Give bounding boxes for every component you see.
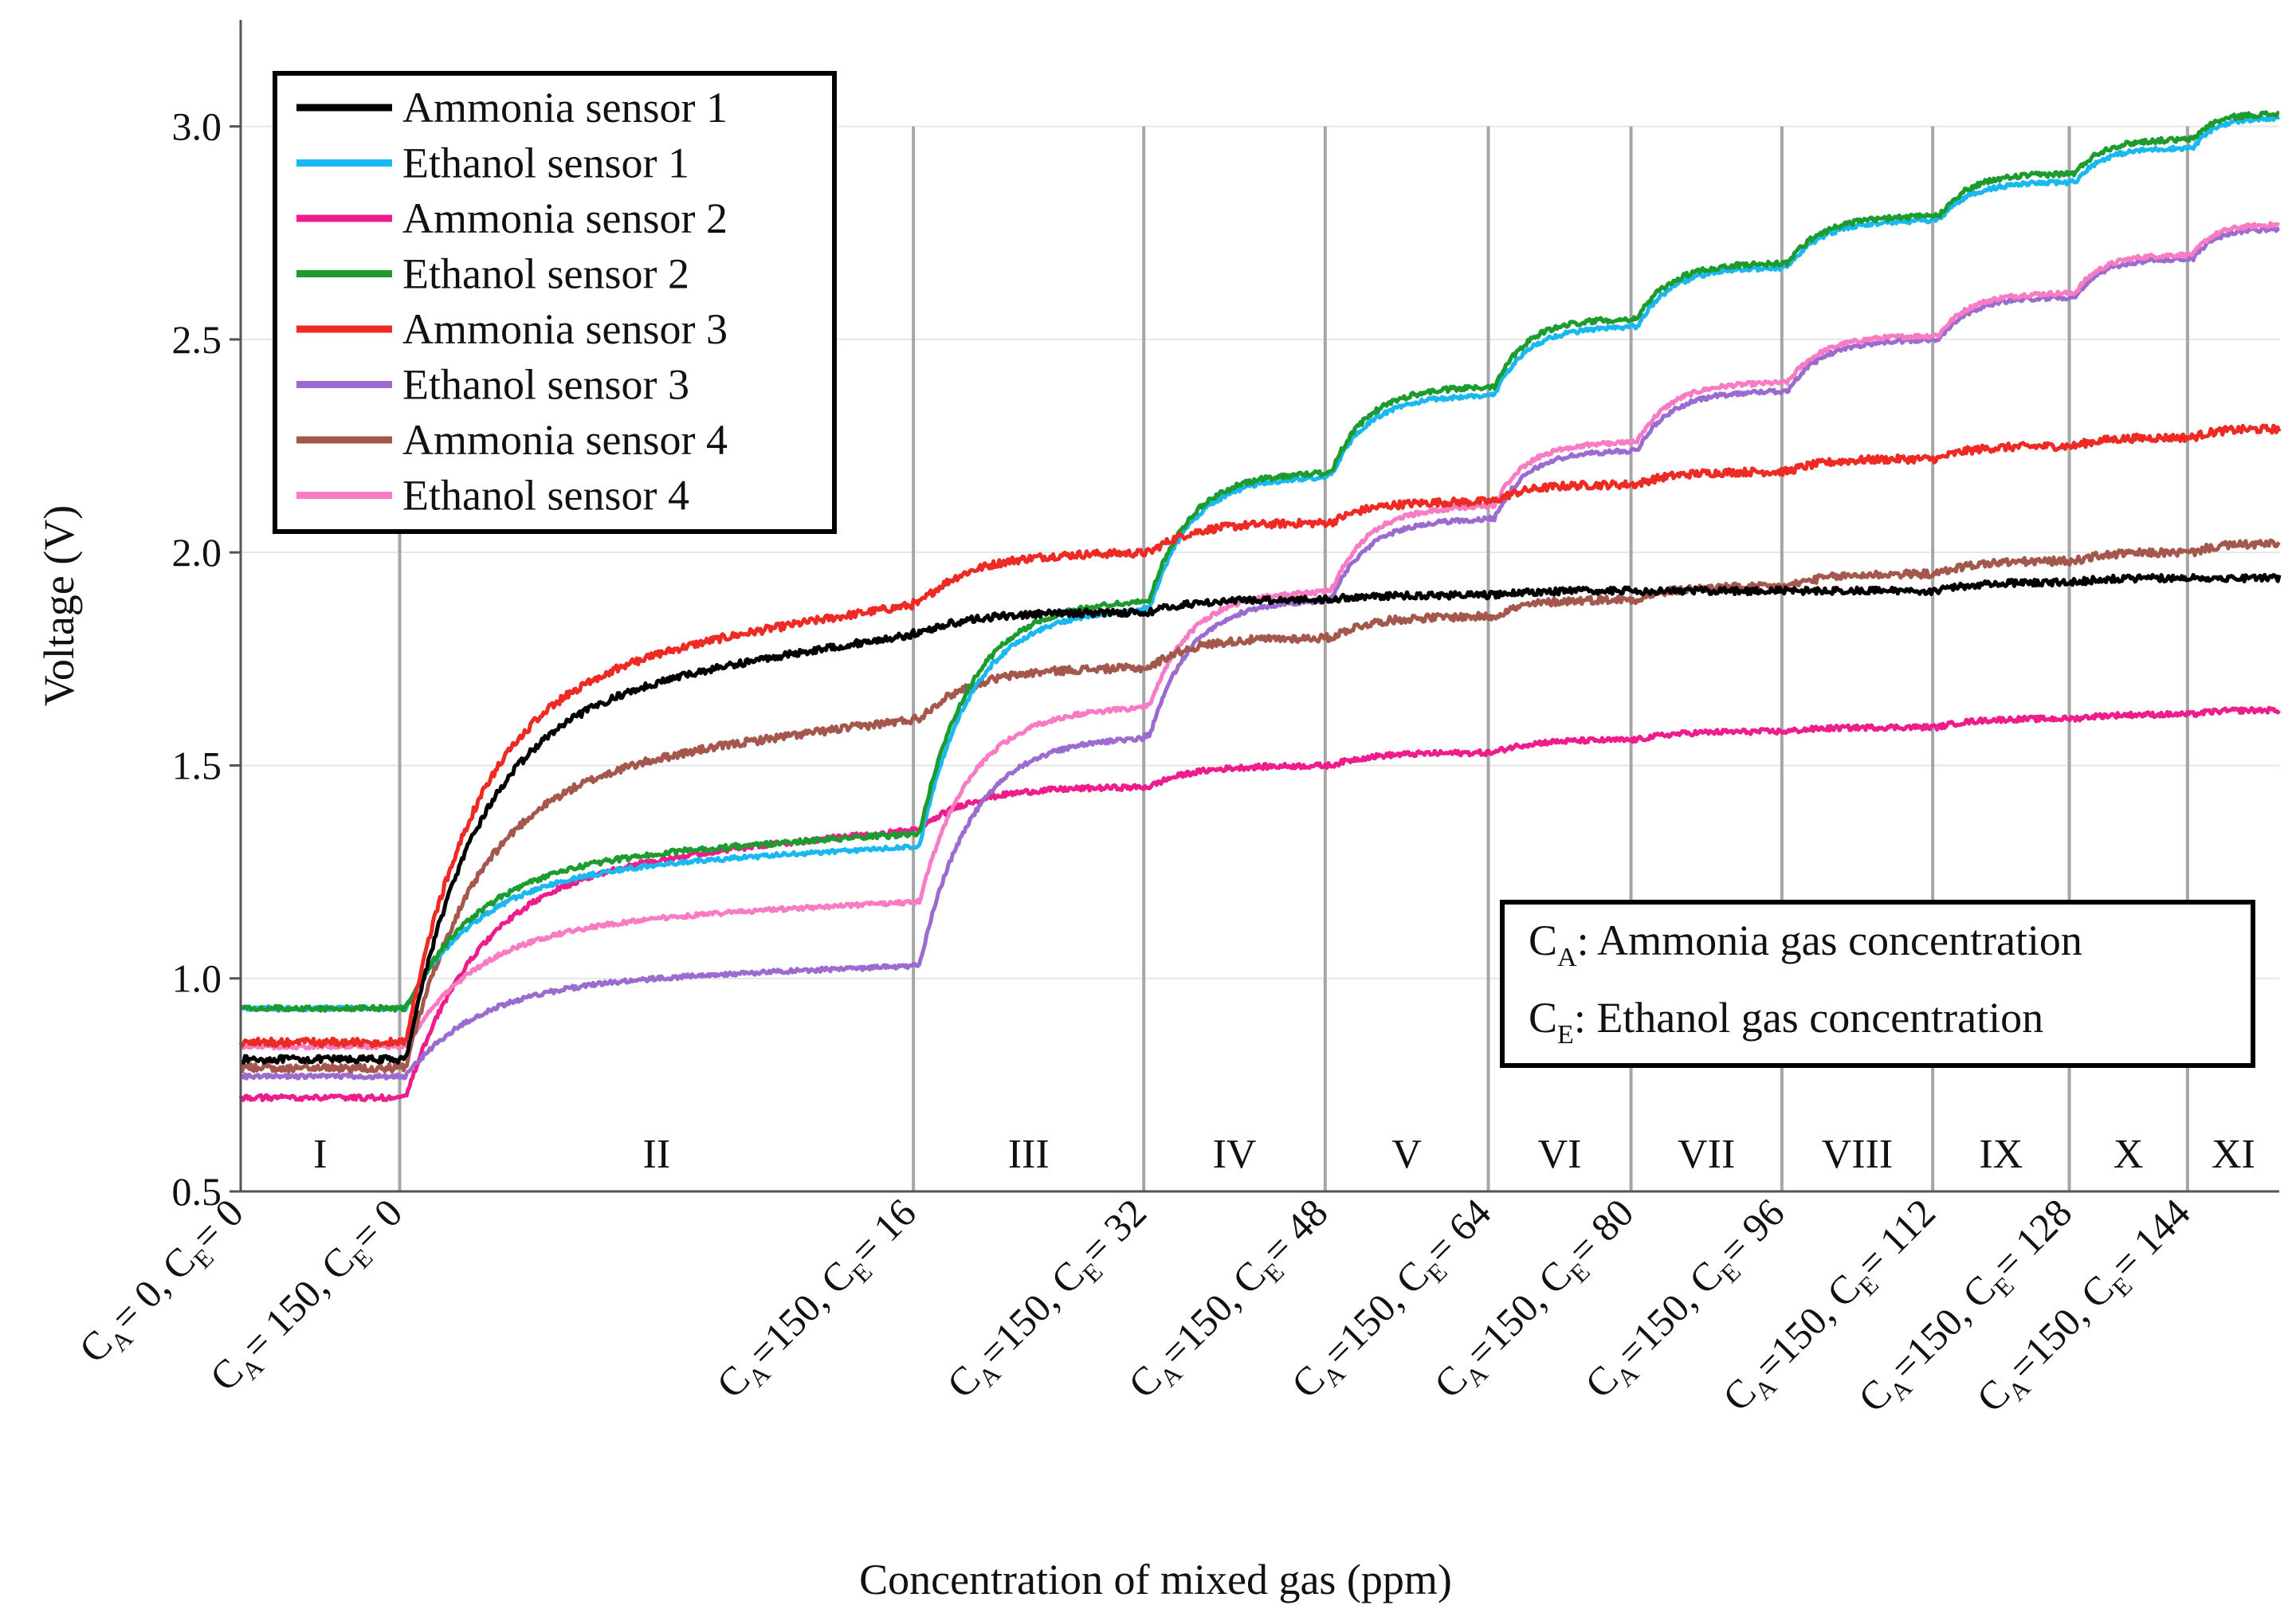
region-label: XI <box>2212 1132 2255 1177</box>
axes <box>239 20 2279 1193</box>
x-axis-title: Concentration of mixed gas (ppm) <box>859 1556 1452 1603</box>
region-label: VI <box>1538 1132 1582 1177</box>
region-label: IX <box>1979 1132 2023 1177</box>
region-label: V <box>1391 1132 1422 1177</box>
series-line-ammonia-sensor-1 <box>240 572 2282 1065</box>
y-tick-label: 1.5 <box>172 743 222 787</box>
legend-label: Ammonia sensor 2 <box>402 194 728 242</box>
region-label: III <box>1008 1132 1050 1177</box>
y-ticks: 0.5 1.0 1.5 2.0 2.5 3.0 <box>172 104 241 1214</box>
legend-label: Ethanol sensor 4 <box>402 472 689 520</box>
series-line-ethanol-sensor-2 <box>240 110 2280 1013</box>
series-line-ethanol-sensor-3 <box>239 226 2281 1081</box>
legend-label: Ammonia sensor 1 <box>402 84 728 131</box>
legend-label: Ammonia sensor 3 <box>402 305 728 353</box>
series-line-ammonia-sensor-4 <box>239 538 2281 1074</box>
legend-label: Ethanol sensor 2 <box>402 250 689 298</box>
legend-label: Ethanol sensor 3 <box>402 361 689 409</box>
note-line-ammonia: CA: Ammonia gas concentration <box>1529 916 2082 972</box>
series-line-ethanol-sensor-4 <box>238 221 2280 1051</box>
concentration-note: CA: Ammonia gas concentration CE: Ethano… <box>1500 900 2255 1068</box>
region-label: VIII <box>1822 1132 1894 1177</box>
note-line-ethanol: CE: Ethanol gas concentration <box>1529 994 2043 1050</box>
legend-box <box>273 71 837 534</box>
region-labels: I II III IV V VI VII VIII IX X XI <box>313 1132 2255 1177</box>
y-tick-label: 1.0 <box>172 956 222 1001</box>
series-line-ammonia-sensor-3 <box>238 423 2282 1049</box>
y-tick-label: 3.0 <box>172 104 222 149</box>
series-layer <box>238 110 2282 1103</box>
legend-label: Ammonia sensor 4 <box>402 416 728 464</box>
y-tick-label: 2.0 <box>172 530 222 575</box>
region-label: IV <box>1213 1132 1257 1177</box>
region-label: I <box>313 1132 327 1177</box>
y-axis-title: Voltage (V) <box>35 505 83 706</box>
legend: Ammonia sensor 1 Ethanol sensor 1 Ammonia … <box>273 71 837 534</box>
y-tick-label: 0.5 <box>172 1169 222 1214</box>
y-tick-label: 2.5 <box>172 317 222 362</box>
legend-label: Ethanol sensor 1 <box>402 139 689 187</box>
region-label: X <box>2113 1132 2144 1177</box>
region-label: VII <box>1678 1132 1735 1177</box>
region-label: II <box>643 1132 671 1177</box>
note-box <box>1500 900 2255 1068</box>
